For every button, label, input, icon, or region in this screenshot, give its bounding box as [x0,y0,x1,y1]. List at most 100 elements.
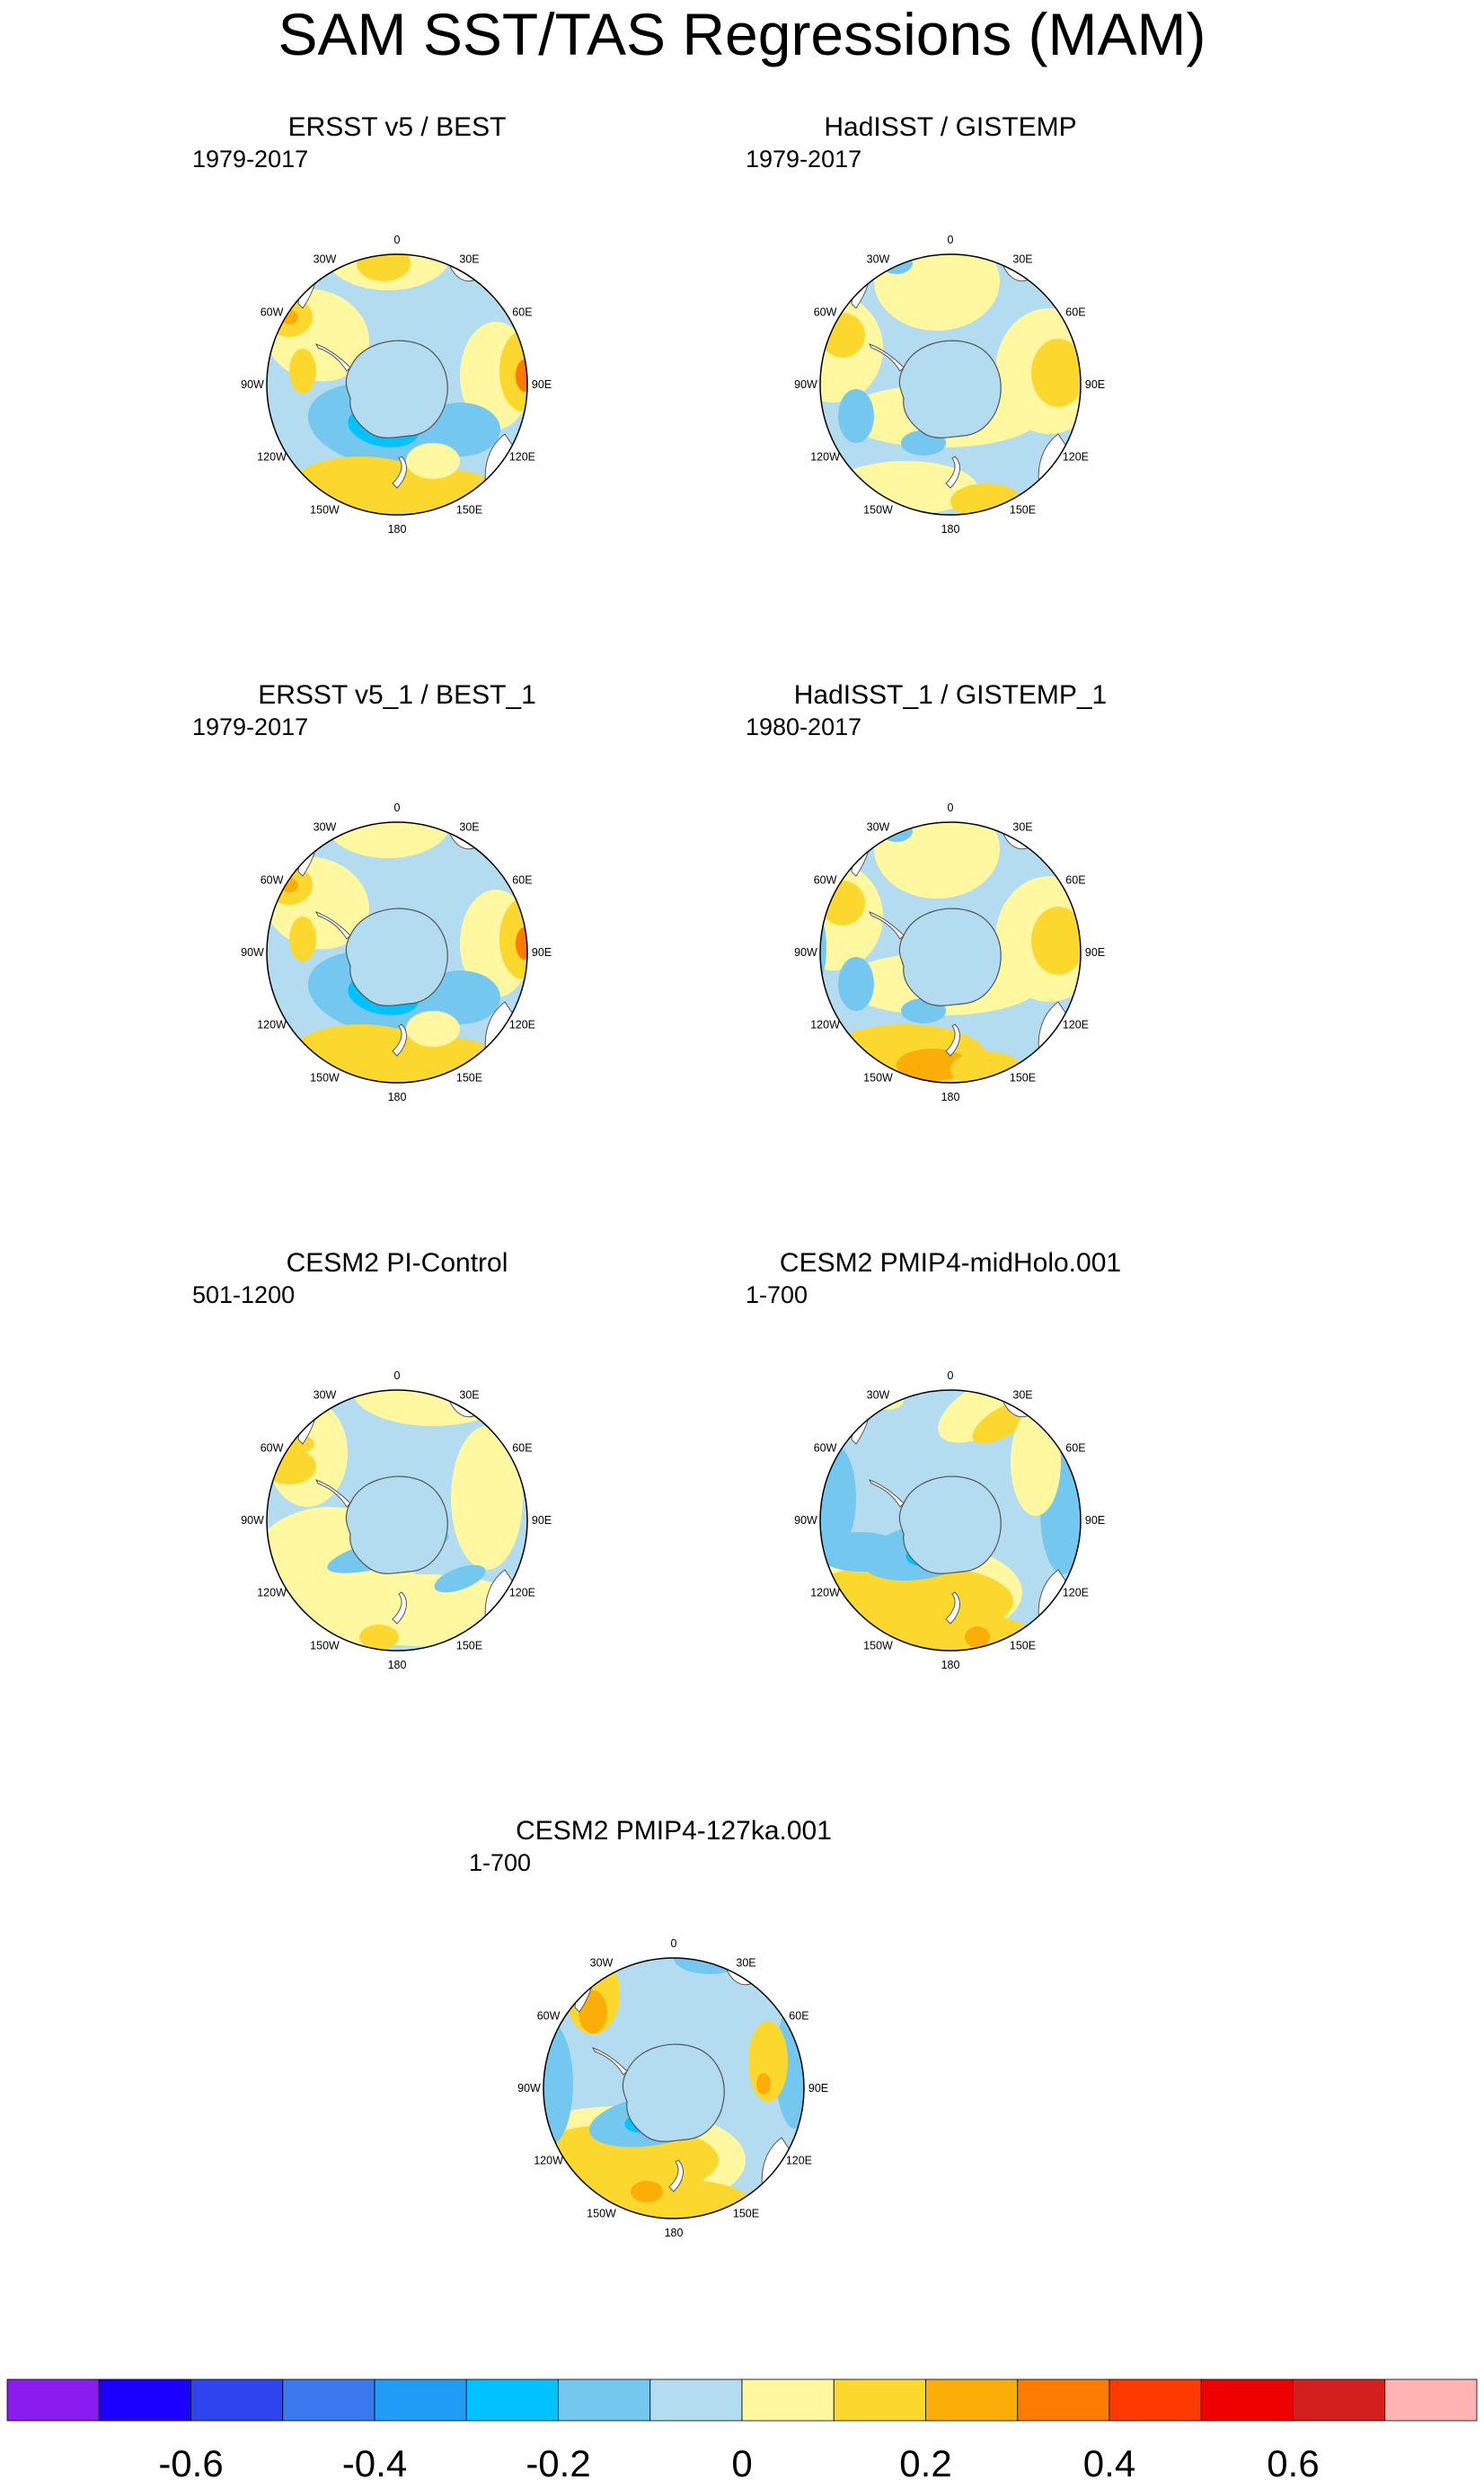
colorbar-segment [833,2378,926,2422]
longitude-label: 60E [789,2010,808,2023]
map-panel-hadisst-gistemp: HadISST / GISTEMP 1979-2017 0 30E 60E 90E 12… [636,106,1265,663]
panel-title: CESM2 PMIP4-127ka.001 [516,1816,832,1846]
longitude-label: 30W [867,821,890,834]
antarctica [868,1475,1002,1574]
map-panel-cesm2-127ka: CESM2 PMIP4-127ka.001 1-700 0 30E 60E 90E 12… [359,1810,988,2367]
antarctica [314,908,448,1006]
longitude-labels: 0 30E 60E 90E 120E 150E 180 150W 120W 90W 60W 30W [794,1369,1105,1671]
longitude-labels: 0 30E 60E 90E 120E 150E 180 150W 120W 90W 60W 30W [241,802,552,1103]
longitude-label: 30W [590,1957,614,1970]
colorbar-tick-label: 0.6 [1267,2442,1320,2485]
longitude-label: 30W [867,253,890,266]
map-fill [820,1390,1081,1651]
anomaly-region [289,349,316,394]
longitude-label: 30E [736,1957,755,1970]
longitude-label: 90E [532,946,552,959]
longitude-labels: 0 30E 60E 90E 120E 150E 180 150W 120W 90W 60W 30W [241,234,552,536]
longitude-labels: 0 30E 60E 90E 120E 150E 180 150W 120W 90W 60W 30W [794,234,1105,536]
longitude-label: 120W [810,451,840,464]
anomaly-region [838,389,874,443]
longitude-label: 150E [456,1639,482,1652]
panel-title: CESM2 PMIP4-midHolo.001 [779,1248,1122,1278]
map-boundary [266,1389,528,1652]
peninsula [314,911,351,940]
colorbar-segment [190,2378,284,2422]
map-boundary [266,253,528,516]
longitude-label: 60E [512,306,532,319]
longitude-label: 90W [794,1514,817,1527]
polar-map: 0 30E 60E 90E 120E 150E 180 150W 120W 90W 60W 30W [794,1369,1105,1671]
map-panel-hadisst-gistemp-1: HadISST_1 / GISTEMP_1 1980-2017 0 30E 60E 9… [636,674,1265,1231]
longitude-label: 90W [517,2082,541,2095]
longitude-label: 0 [394,1369,401,1382]
longitude-label: 150W [310,1639,340,1652]
colorbar-segment [1017,2378,1110,2422]
polar-map: 0 30E 60E 90E 120E 150E 180 150W 120W 90W 60W 30W [794,802,1105,1103]
longitude-label: 60W [537,2010,561,2023]
longitude-labels: 0 30E 60E 90E 120E 150E 180 150W 120W 90W 60W 30W [794,802,1105,1103]
longitude-label: 60W [261,306,284,319]
anomaly-region [838,1610,1036,1651]
anomaly-region [357,254,411,281]
longitude-label: 180 [941,1091,960,1103]
longitude-label: 0 [948,234,954,246]
longitude-label: 150W [587,2207,616,2219]
longitude-label: 120E [509,1587,535,1599]
longitude-label: 150E [456,503,482,516]
longitude-label: 30E [1012,1389,1032,1402]
antarctica [314,340,448,438]
longitude-label: 180 [941,1659,960,1671]
anomaly-region [516,359,527,392]
anomaly-region [1011,1408,1061,1516]
longitude-label: 90E [1085,1514,1105,1527]
colorbar-tick-label: 0 [731,2442,753,2485]
longitude-labels: 0 30E 60E 90E 120E 150E 180 150W 120W 90W 60W 30W [517,1937,828,2239]
anomaly-region [874,822,1000,899]
anomaly-region [406,443,460,479]
panel-period: 1-700 [469,1849,532,1876]
panel-title: ERSST v5_1 / BEST_1 [258,680,536,710]
new-zealand [945,456,960,489]
colorbar-segment [1109,2378,1202,2422]
polar-map: 0 30E 60E 90E 120E 150E 180 150W 120W 90W 60W 30W [241,234,552,536]
anomaly-region [1031,339,1081,407]
longitude-label: 0 [394,234,401,246]
longitude-label: 180 [388,1091,407,1103]
longitude-label: 30E [459,253,479,266]
longitude-label: 90E [1085,946,1105,959]
longitude-labels: 0 30E 60E 90E 120E 150E 180 150W 120W 90W 60W 30W [241,1369,552,1671]
colorbar-tick-label: 0.4 [1082,2442,1136,2485]
longitude-label: 60W [814,874,837,887]
panel-period: 1979-2017 [746,146,862,173]
longitude-label: 60E [512,1442,532,1455]
longitude-label: 120W [810,1019,840,1032]
colorbar-segment [741,2378,835,2422]
longitude-label: 120E [1063,1019,1089,1032]
new-zealand [392,1023,407,1057]
colorbar-segment [282,2378,375,2422]
longitude-label: 120W [810,1587,840,1599]
anomaly-region [352,1390,514,1426]
colorbar-segment [98,2378,191,2422]
longitude-label: 60W [261,874,284,887]
longitude-label: 30E [459,1389,479,1402]
longitude-label: 150W [310,1071,340,1084]
antarctica [868,908,1002,1006]
anomaly-region [874,254,1000,331]
colorbar-tick-label: 0.2 [899,2442,952,2485]
longitude-label: 120E [1063,451,1089,464]
longitude-label: 120E [786,2155,812,2167]
longitude-label: 90W [241,1514,264,1527]
colorbar [6,2378,1478,2422]
antarctica [314,1475,448,1574]
peninsula [591,2047,628,2076]
antarctica-outline [898,340,1002,438]
polar-map: 0 30E 60E 90E 120E 150E 180 150W 120W 90W 60W 30W [517,1937,828,2239]
map-boundary [819,253,1082,516]
antarctica-outline [345,340,448,438]
anomaly-region [516,927,527,960]
longitude-label: 90W [241,378,264,391]
anomaly-region [631,2181,663,2202]
anomaly-region [543,2021,573,2147]
anomaly-region [820,1532,905,1572]
